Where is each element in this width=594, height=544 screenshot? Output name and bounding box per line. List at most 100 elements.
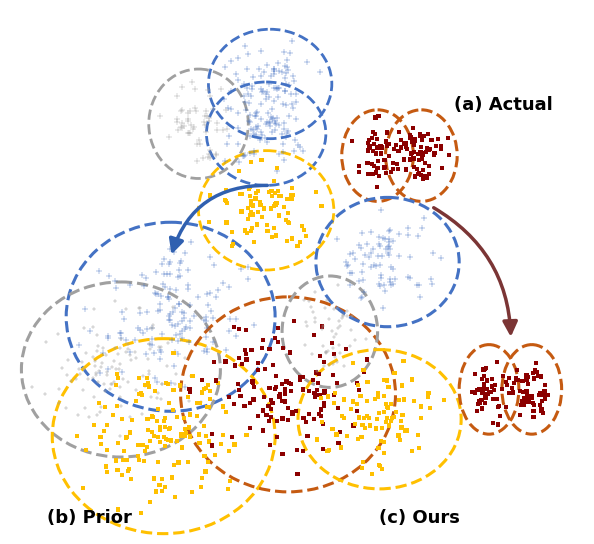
Point (350, 336, 359, 345)
Point (394, 252, 403, 261)
Point (201, 128, 211, 137)
Point (278, 414, 287, 423)
Point (126, 351, 135, 360)
Point (377, 273, 386, 282)
Point (90, 362, 100, 370)
Point (126, 355, 135, 364)
Point (96, 403, 106, 411)
Point (283, 129, 292, 138)
Point (274, 67, 284, 76)
Point (153, 290, 163, 299)
Point (400, 395, 409, 404)
Point (271, 84, 280, 92)
Point (354, 240, 364, 249)
Point (157, 259, 167, 268)
Point (161, 435, 170, 443)
Point (264, 188, 273, 196)
Point (110, 297, 120, 306)
Point (310, 313, 320, 322)
Point (272, 433, 282, 442)
Point (503, 381, 512, 390)
Point (229, 323, 239, 331)
Point (89, 421, 99, 429)
Point (153, 405, 163, 413)
Point (264, 401, 273, 410)
Point (285, 218, 294, 227)
Point (88, 353, 97, 361)
Point (334, 340, 343, 349)
Point (418, 136, 427, 145)
Point (318, 444, 327, 453)
Point (184, 114, 193, 123)
Point (356, 243, 366, 252)
Point (265, 92, 274, 101)
Point (332, 379, 342, 387)
Point (152, 416, 162, 425)
Point (202, 347, 211, 356)
Point (104, 331, 113, 340)
Point (110, 277, 119, 286)
Point (274, 84, 284, 92)
Point (208, 104, 217, 113)
Point (394, 230, 403, 238)
Point (366, 227, 376, 236)
Point (242, 84, 252, 92)
Point (346, 325, 355, 334)
Point (529, 406, 538, 415)
Point (467, 388, 476, 397)
Point (201, 467, 210, 476)
Point (302, 322, 312, 330)
Point (142, 274, 151, 282)
Point (150, 387, 159, 395)
Point (384, 251, 394, 259)
Point (273, 93, 283, 102)
Point (169, 349, 178, 357)
Point (524, 398, 533, 406)
Point (399, 356, 408, 365)
Point (480, 393, 489, 402)
Point (336, 322, 345, 330)
Point (264, 80, 274, 89)
Point (94, 267, 103, 275)
Point (229, 400, 239, 409)
Point (291, 406, 301, 415)
Point (175, 265, 184, 274)
Point (440, 395, 449, 404)
Point (246, 226, 255, 235)
Point (149, 474, 159, 483)
Point (285, 348, 295, 357)
Point (405, 253, 414, 262)
Point (158, 379, 168, 388)
Point (282, 55, 292, 64)
Point (407, 149, 417, 157)
Point (201, 317, 210, 326)
Point (288, 72, 298, 81)
Point (159, 269, 168, 278)
Point (383, 403, 392, 411)
Point (365, 252, 374, 261)
Point (148, 428, 157, 436)
Point (201, 107, 210, 116)
Point (277, 130, 287, 139)
Point (95, 369, 105, 378)
Point (384, 242, 394, 251)
Point (488, 374, 497, 383)
Point (480, 398, 489, 407)
Point (501, 403, 511, 411)
Point (353, 434, 363, 443)
Point (181, 429, 191, 437)
Point (379, 407, 388, 416)
Point (168, 336, 177, 344)
Point (410, 172, 419, 181)
Point (137, 271, 147, 280)
Point (242, 355, 251, 364)
Point (426, 274, 435, 283)
Point (245, 118, 254, 126)
Point (234, 166, 244, 175)
Point (405, 131, 415, 139)
Point (206, 92, 215, 101)
Point (356, 392, 365, 400)
Point (106, 380, 115, 388)
Point (329, 350, 339, 358)
Point (225, 326, 234, 335)
